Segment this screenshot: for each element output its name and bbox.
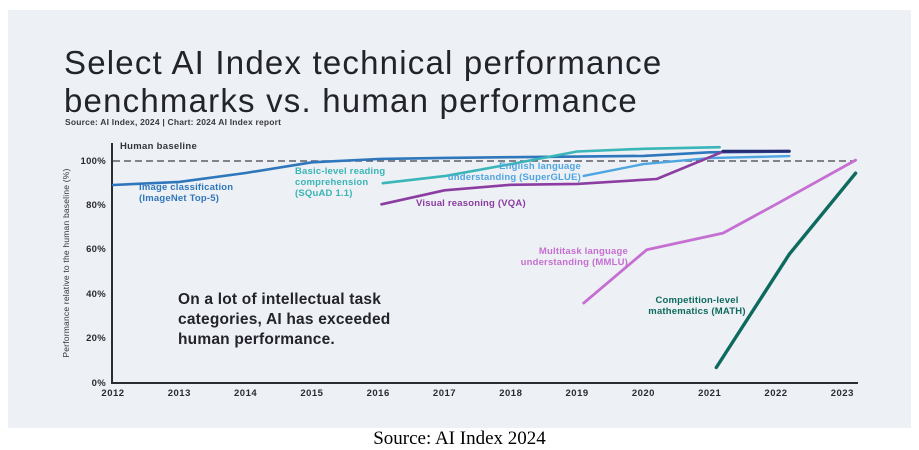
series-label-superglue: English language understanding (SuperGLUE… bbox=[448, 161, 581, 183]
y-tick-label: 100% bbox=[80, 155, 106, 167]
bottom-caption: Source: AI Index 2024 bbox=[373, 428, 546, 449]
series-line-mmlu bbox=[582, 158, 857, 305]
x-tick-label: 2023 bbox=[830, 388, 854, 399]
y-tick-label: 40% bbox=[86, 288, 106, 300]
figure-source-line: Source: AI Index, 2024 | Chart: 2024 AI … bbox=[65, 117, 282, 127]
y-tick-label: 60% bbox=[86, 244, 106, 256]
series-line-imagenet bbox=[111, 150, 791, 187]
series-label-line: Image classification bbox=[139, 182, 234, 193]
x-tick-label: 2016 bbox=[366, 388, 390, 399]
figure-panel bbox=[8, 10, 911, 428]
series-label-line: Visual reasoning (VQA) bbox=[416, 198, 526, 209]
series-label-imagenet: Image classification (ImageNet Top-5) bbox=[139, 182, 233, 204]
figure-title-line2: benchmarks vs. human performance bbox=[64, 81, 638, 119]
x-tick-label: 2019 bbox=[565, 388, 589, 399]
x-tick-label: 2014 bbox=[234, 388, 258, 399]
series-label-line: understanding (MMLU) bbox=[520, 257, 628, 269]
series-label-line: English language bbox=[499, 161, 581, 172]
y-axis-title: Performance relative to the human baseli… bbox=[61, 168, 71, 358]
annotation-line: categories, AI has exceeded bbox=[178, 311, 391, 329]
x-tick-label: 2018 bbox=[499, 388, 523, 399]
chart-annotation: On a lot of intellectual task categories,… bbox=[178, 290, 390, 350]
series-line-superglue bbox=[582, 154, 791, 178]
series-label-line: mathematics (MATH) bbox=[648, 306, 746, 318]
y-tick-label: 20% bbox=[86, 333, 106, 345]
series-label-vqa: Visual reasoning (VQA) bbox=[416, 198, 526, 209]
series-label-line: Multitask language bbox=[538, 246, 628, 257]
y-tick-label: 80% bbox=[86, 199, 106, 211]
series-label-mmlu: Multitask language understanding (MMLU) bbox=[521, 246, 628, 268]
series-label-math: Competition-level mathematics (MATH) bbox=[618, 295, 776, 317]
figure-title: Select AI Index technical performance ben… bbox=[64, 44, 662, 119]
y-tick-label: 0% bbox=[91, 377, 106, 389]
human-baseline-label: Human baseline bbox=[120, 141, 198, 152]
series-line-squad bbox=[381, 145, 721, 185]
series-line-math bbox=[714, 171, 858, 370]
axes bbox=[111, 143, 858, 384]
x-tick-label: 2022 bbox=[764, 388, 788, 399]
annotation-line: human performance. bbox=[178, 331, 335, 349]
annotation-line: On a lot of intellectual task bbox=[178, 291, 382, 308]
series-label-line: Basic-level reading bbox=[295, 166, 386, 177]
figure-title-line1: Select AI Index technical performance bbox=[64, 44, 663, 81]
series-label-line: comprehension bbox=[295, 177, 369, 189]
series-label-squad: Basic-level reading comprehension (SQuAD 1… bbox=[295, 166, 385, 200]
series-label-line: (ImageNet Top-5) bbox=[139, 193, 220, 205]
x-tick-label: 2021 bbox=[698, 388, 722, 399]
x-tick-label: 2012 bbox=[101, 388, 125, 399]
x-tick-label: 2015 bbox=[300, 388, 324, 399]
x-tick-label: 2017 bbox=[432, 388, 457, 399]
series-label-line: Competition-level bbox=[655, 295, 739, 306]
series-label-line: understanding (SuperGLUE) bbox=[447, 172, 581, 184]
series-label-line: (SQuAD 1.1) bbox=[295, 188, 353, 200]
x-tick-label: 2013 bbox=[167, 388, 191, 399]
x-tick-label: 2020 bbox=[631, 388, 655, 399]
